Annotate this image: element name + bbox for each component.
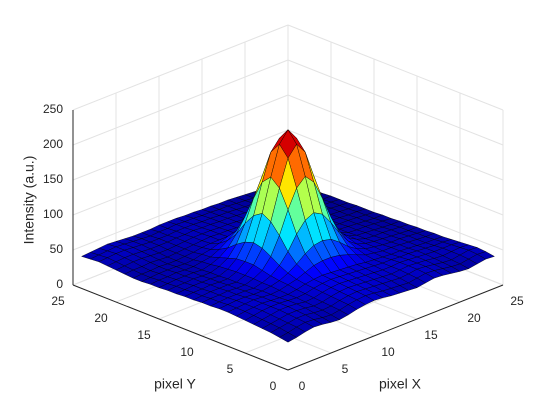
x-tick-label: 20 bbox=[467, 311, 481, 325]
y-tick-label: 10 bbox=[180, 345, 194, 359]
x-tick-label: 25 bbox=[510, 294, 524, 308]
y-tick-label: 20 bbox=[94, 311, 108, 325]
x-tick-label: 5 bbox=[342, 362, 349, 376]
z-tick-label: 100 bbox=[43, 207, 63, 221]
grid-line bbox=[72, 24, 289, 111]
y-tick-label: 0 bbox=[270, 379, 277, 393]
grid-line bbox=[287, 164, 504, 251]
surface-patch bbox=[279, 332, 297, 343]
z-tick-label: 50 bbox=[50, 242, 64, 256]
z-tick-label: 150 bbox=[43, 172, 63, 186]
grid-line bbox=[72, 129, 289, 216]
x-axis-title: pixel X bbox=[379, 376, 422, 392]
grid-line bbox=[72, 94, 289, 181]
grid-line bbox=[287, 59, 504, 146]
grid-line bbox=[72, 59, 289, 146]
y-tick-label: 5 bbox=[227, 362, 234, 376]
x-axis-line bbox=[287, 284, 504, 371]
grid-line bbox=[287, 24, 504, 111]
surface bbox=[81, 129, 495, 343]
grid-line bbox=[72, 164, 289, 251]
z-tick-label: 0 bbox=[56, 277, 63, 291]
z-tick-label: 250 bbox=[43, 102, 63, 116]
grid-line bbox=[287, 94, 504, 181]
x-tick-label: 0 bbox=[299, 379, 306, 393]
y-tick-label: 25 bbox=[51, 294, 65, 308]
labels: pixel X pixel Y Intensity (a.u.) 0 5 10 15 2… bbox=[21, 102, 524, 393]
grid-line bbox=[287, 129, 504, 216]
y-tick-label: 15 bbox=[137, 328, 151, 342]
z-tick-label: 200 bbox=[43, 137, 63, 151]
x-tick-label: 10 bbox=[381, 345, 395, 359]
x-tick-label: 15 bbox=[424, 328, 438, 342]
z-axis-title: Intensity (a.u.) bbox=[21, 156, 37, 245]
y-axis-line bbox=[72, 284, 289, 371]
y-axis-title: pixel Y bbox=[154, 376, 196, 392]
